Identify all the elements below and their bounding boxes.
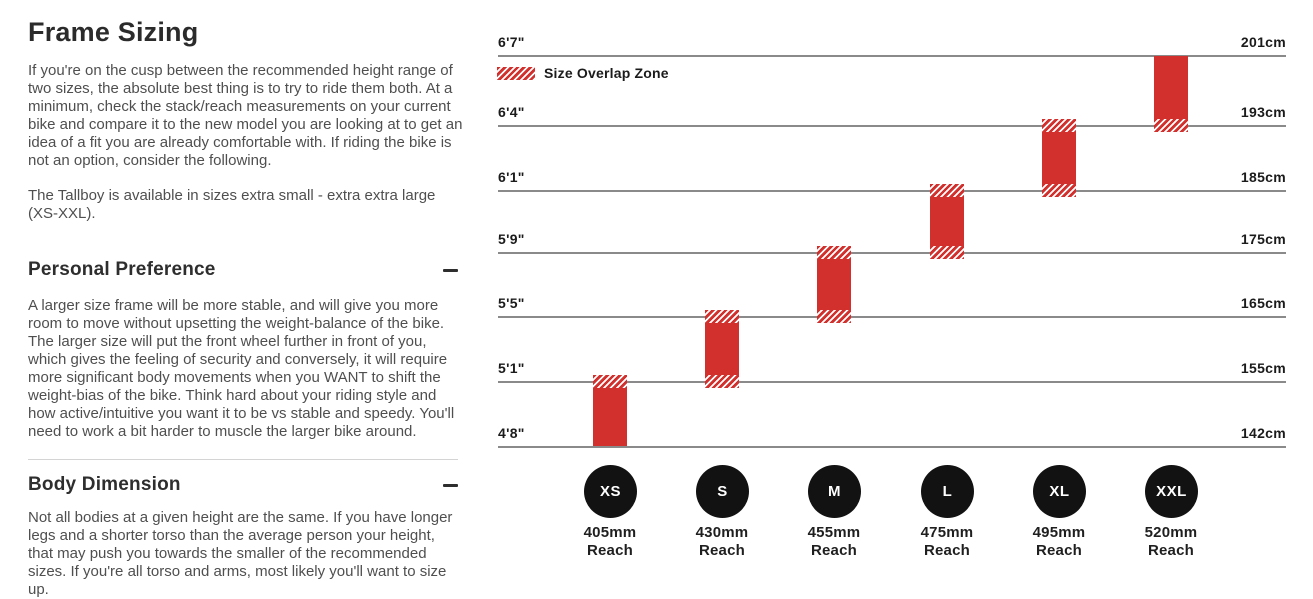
- gridline: [498, 125, 1286, 127]
- collapse-minus-icon[interactable]: [443, 268, 458, 272]
- gridline: [498, 316, 1286, 318]
- section-body-body-dimension: Not all bodies at a given height are the…: [28, 509, 453, 598]
- size-badge-l: L: [921, 465, 974, 518]
- size-overlap-swatch-icon: [497, 66, 535, 80]
- height-tick-metric: 165cm: [1240, 295, 1286, 311]
- intro-paragraph-1: If you're on the cusp between the recomm…: [28, 62, 463, 169]
- size-bar-overlap-bottom-s: [705, 375, 739, 388]
- size-bar-xxl: [1154, 56, 1188, 119]
- reach-caption: Reach: [1147, 542, 1195, 559]
- height-tick-imperial: 5'1": [498, 360, 525, 376]
- reach-label-m: 455mm Reach: [779, 524, 889, 560]
- height-tick-imperial: 6'7": [498, 34, 525, 50]
- height-tick-metric: 142cm: [1240, 425, 1286, 441]
- reach-label-xxl: 520mm Reach: [1116, 524, 1226, 560]
- section-divider: [28, 459, 458, 460]
- gridline: [498, 381, 1286, 383]
- reach-label-xl: 495mm Reach: [1004, 524, 1114, 560]
- size-bar-xs: [593, 388, 627, 446]
- section-heading-personal-preference: Personal Preference: [28, 259, 216, 280]
- section-header-body-dimension[interactable]: Body Dimension: [28, 474, 458, 496]
- reach-caption: Reach: [1035, 542, 1083, 559]
- section-header-personal-preference[interactable]: Personal Preference: [28, 259, 458, 281]
- gridline: [498, 446, 1286, 448]
- size-bar-l: [930, 197, 964, 246]
- height-tick-imperial: 5'5": [498, 295, 525, 311]
- reach-caption: Reach: [923, 542, 971, 559]
- reach-value: 475mm: [920, 524, 974, 541]
- height-tick-imperial: 5'9": [498, 231, 525, 247]
- height-tick-imperial: 6'1": [498, 169, 525, 185]
- reach-caption: Reach: [586, 542, 634, 559]
- page-title: Frame Sizing: [28, 17, 199, 47]
- height-tick-imperial: 6'4": [498, 104, 525, 120]
- reach-label-xs: 405mm Reach: [555, 524, 665, 560]
- size-bar-overlap-top-xl: [1042, 119, 1076, 132]
- size-bar-m: [817, 259, 851, 310]
- size-badge-xs: XS: [584, 465, 637, 518]
- size-badge-xxl: XXL: [1145, 465, 1198, 518]
- height-tick-metric: 175cm: [1240, 231, 1286, 247]
- height-tick-metric: 193cm: [1240, 104, 1286, 120]
- section-body-personal-preference: A larger size frame will be more stable,…: [28, 297, 455, 440]
- reach-caption: Reach: [698, 542, 746, 559]
- size-bar-overlap-bottom-xl: [1042, 184, 1076, 197]
- reach-value: 405mm: [583, 524, 637, 541]
- size-badge-m: M: [808, 465, 861, 518]
- chart-legend: Size Overlap Zone: [497, 65, 669, 81]
- collapse-minus-icon[interactable]: [443, 483, 458, 487]
- height-tick-imperial: 4'8": [498, 425, 525, 441]
- reach-value: 495mm: [1032, 524, 1086, 541]
- reach-value: 520mm: [1144, 524, 1198, 541]
- size-bar-overlap-bottom-xxl: [1154, 119, 1188, 132]
- gridline: [498, 252, 1286, 254]
- reach-value: 430mm: [695, 524, 749, 541]
- size-bar-overlap-bottom-m: [817, 310, 851, 323]
- gridline: [498, 190, 1286, 192]
- size-bar-overlap-top-xs: [593, 375, 627, 388]
- size-bar-s: [705, 323, 739, 375]
- size-bar-overlap-top-s: [705, 310, 739, 323]
- reach-caption: Reach: [810, 542, 858, 559]
- size-bar-overlap-bottom-l: [930, 246, 964, 259]
- size-bar-overlap-top-l: [930, 184, 964, 197]
- size-badge-xl: XL: [1033, 465, 1086, 518]
- height-tick-metric: 185cm: [1240, 169, 1286, 185]
- size-bar-overlap-top-m: [817, 246, 851, 259]
- height-tick-metric: 201cm: [1240, 34, 1286, 50]
- reach-label-l: 475mm Reach: [892, 524, 1002, 560]
- size-badge-s: S: [696, 465, 749, 518]
- legend-label: Size Overlap Zone: [544, 65, 669, 81]
- size-bar-xl: [1042, 132, 1076, 184]
- height-tick-metric: 155cm: [1240, 360, 1286, 376]
- intro-paragraph-2: The Tallboy is available in sizes extra …: [28, 187, 436, 222]
- reach-value: 455mm: [807, 524, 861, 541]
- section-heading-body-dimension: Body Dimension: [28, 474, 181, 495]
- gridline: [498, 55, 1286, 57]
- reach-label-s: 430mm Reach: [667, 524, 777, 560]
